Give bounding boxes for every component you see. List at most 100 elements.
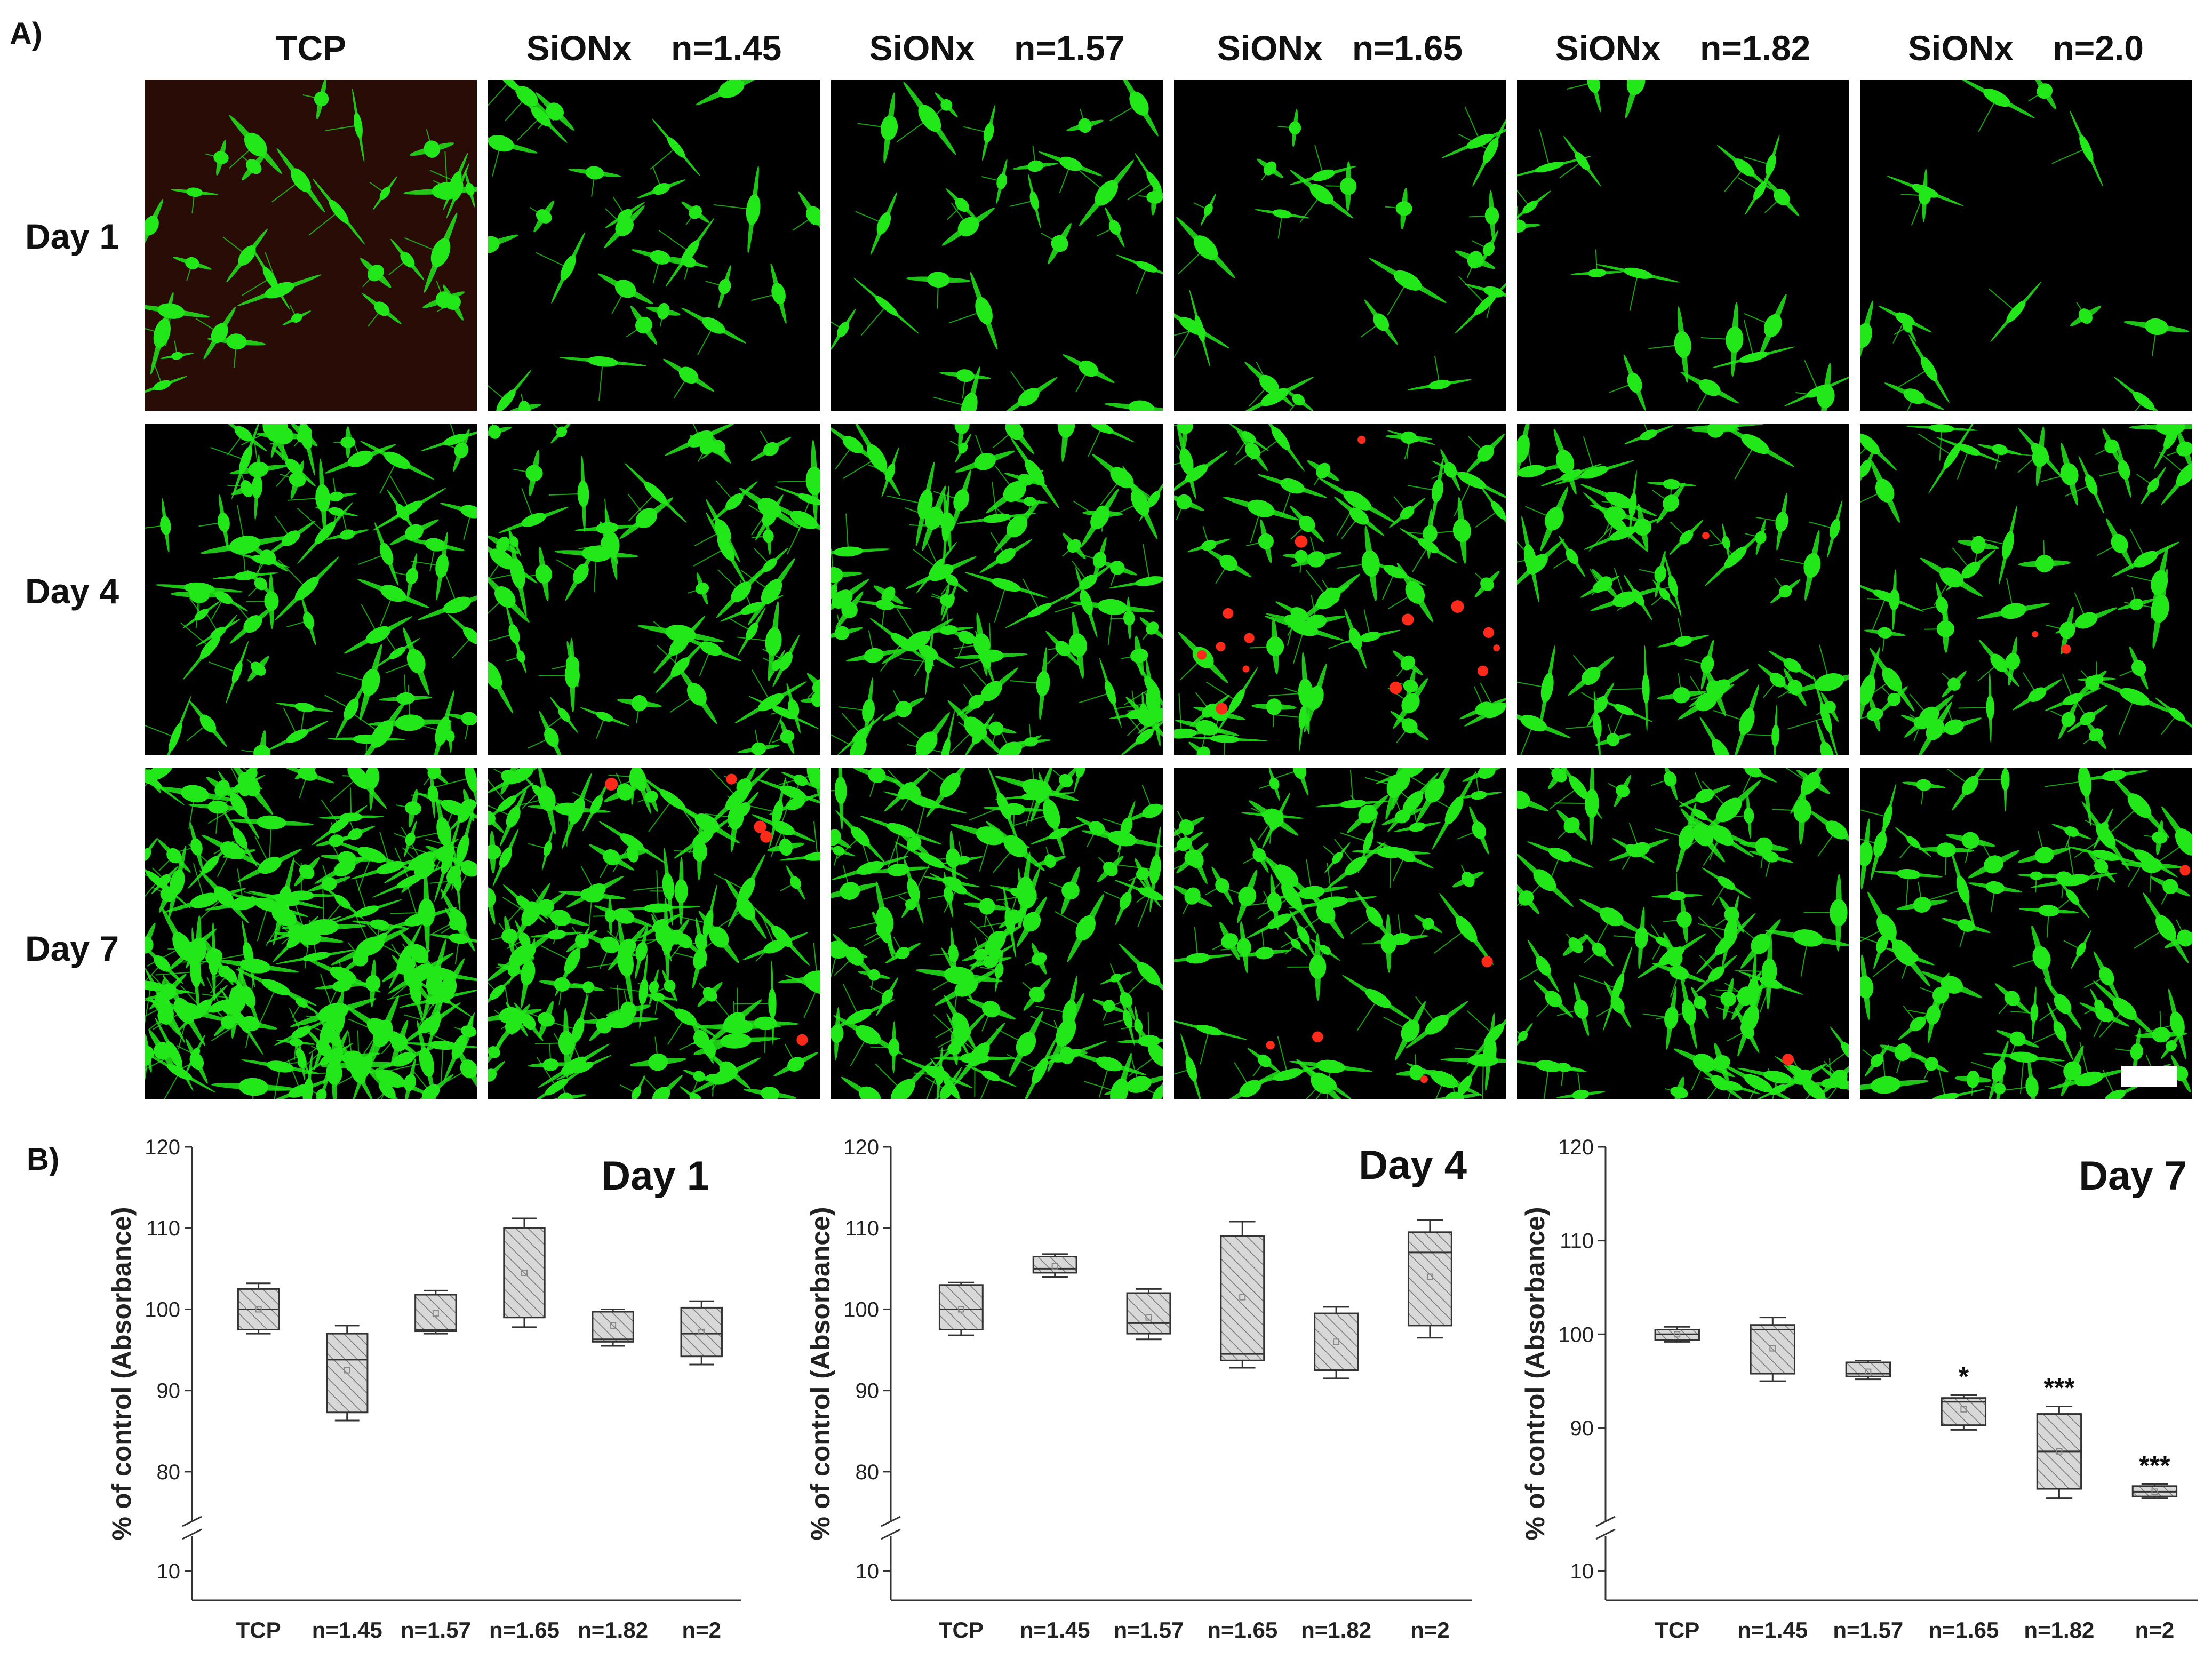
x-tick-label: n=1.57 — [401, 1617, 471, 1642]
column-header-n165: SiONx n=1.65 — [1174, 28, 1506, 70]
column-header-n20: SiONx n=2.0 — [1860, 28, 2192, 70]
row-header-day4: Day 4 — [11, 571, 133, 611]
significance-annotation: * — [1959, 1361, 1969, 1391]
chart-day7: 10 90 100 110 120 % of control (Absorbance) Da… — [1494, 1131, 2208, 1664]
micrograph-cells — [1517, 424, 1849, 755]
micrograph-2-3 — [831, 424, 1163, 755]
box-n=1.45 — [1033, 1254, 1076, 1277]
chart-day7-svg: 10 90 100 110 120 % of control (Absorbance) Da… — [1494, 1131, 2208, 1664]
micrograph-cells — [1860, 80, 2192, 411]
chart-title: Day 7 — [2079, 1153, 2187, 1199]
iqr-box — [1315, 1313, 1358, 1370]
x-tick-label: n=2 — [2135, 1617, 2175, 1642]
box-n=2 — [1408, 1220, 1451, 1338]
micrograph-2-2 — [488, 424, 820, 755]
iqr-box — [504, 1228, 545, 1317]
micrograph-1-4 — [1174, 80, 1506, 411]
box-TCP — [238, 1283, 278, 1334]
micrograph-3-2 — [488, 768, 820, 1099]
scale-bar — [2121, 1066, 2177, 1087]
x-tick-label: n=1.45 — [1737, 1617, 1808, 1642]
box-n=1.82 — [1315, 1307, 1358, 1378]
box-n=1.57 — [1846, 1360, 1890, 1379]
box-n=1.45 — [327, 1326, 368, 1421]
iqr-box — [416, 1295, 456, 1331]
row-header-day7: Day 7 — [11, 928, 133, 969]
box-n=1.82 — [593, 1309, 633, 1346]
y-tick-label: 10 — [856, 1560, 880, 1583]
column-header-tcp: TCP — [145, 28, 477, 70]
chart-title: Day 1 — [601, 1153, 709, 1199]
micrograph-2-1 — [145, 424, 477, 755]
iqr-box — [1751, 1325, 1794, 1374]
y-tick-label: 110 — [1560, 1230, 1594, 1253]
y-tick-label: 120 — [145, 1136, 180, 1159]
box-n=2: *** — [2133, 1450, 2176, 1498]
x-tick-label: TCP — [236, 1617, 281, 1642]
iqr-box — [1127, 1293, 1170, 1334]
box-n=1.65 — [504, 1218, 545, 1327]
y-tick-label: 80 — [157, 1461, 181, 1484]
x-tick-label: n=1.45 — [1020, 1617, 1090, 1642]
x-tick-label: n=1.82 — [2024, 1617, 2094, 1642]
panel-b-label: B) — [27, 1142, 59, 1177]
significance-annotation: *** — [2139, 1450, 2170, 1480]
micrograph-cells — [145, 80, 477, 411]
y-tick-label: 90 — [856, 1379, 880, 1403]
iqr-box — [593, 1312, 633, 1342]
x-tick-label: n=1.65 — [489, 1617, 560, 1642]
panel-a-label: A) — [10, 16, 42, 52]
y-tick-label: 100 — [843, 1298, 879, 1321]
y-tick-label: 110 — [845, 1217, 879, 1240]
y-tick-label: 10 — [1570, 1560, 1594, 1583]
iqr-box — [681, 1307, 722, 1356]
x-tick-label: n=2 — [682, 1617, 721, 1642]
x-tick-label: n=1.57 — [1833, 1617, 1903, 1642]
iqr-box — [939, 1285, 983, 1330]
x-tick-label: n=1.82 — [1301, 1617, 1371, 1642]
micrograph-cells — [1174, 424, 1506, 755]
x-tick-label: TCP — [1655, 1617, 1699, 1642]
y-axis-label: % of control (Absorbance) — [107, 1207, 137, 1540]
micrograph-cells — [145, 768, 477, 1099]
row-header-day1: Day 1 — [11, 216, 133, 257]
significance-annotation: *** — [2043, 1373, 2075, 1403]
micrograph-cells — [1517, 768, 1849, 1099]
column-header-n145: SiONx n=1.45 — [488, 28, 820, 70]
micrograph-2-4 — [1174, 424, 1506, 755]
x-tick-label: n=1.65 — [1207, 1617, 1277, 1642]
box-n=1.65: * — [1942, 1361, 1985, 1430]
box-n=1.57 — [416, 1290, 456, 1334]
micrograph-cells — [488, 768, 820, 1099]
box-n=1.65 — [1221, 1222, 1264, 1368]
micrograph-cells — [488, 424, 820, 755]
micrograph-2-5 — [1517, 424, 1849, 755]
y-tick-label: 100 — [1558, 1323, 1594, 1346]
micrograph-1-3 — [831, 80, 1163, 411]
micrograph-cells — [831, 424, 1163, 755]
iqr-box — [1033, 1257, 1076, 1273]
y-tick-label: 120 — [1558, 1136, 1594, 1159]
x-tick-label: n=2 — [1410, 1617, 1450, 1642]
chart-title: Day 4 — [1359, 1143, 1467, 1188]
micrograph-3-5 — [1517, 768, 1849, 1099]
y-tick-label: 100 — [145, 1298, 180, 1321]
box-n=1.82: *** — [2037, 1373, 2081, 1498]
box-n=1.45 — [1751, 1318, 1794, 1381]
x-tick-label: n=1.65 — [1928, 1617, 1999, 1642]
micrograph-1-6 — [1860, 80, 2192, 411]
y-tick-label: 90 — [157, 1379, 181, 1403]
column-header-n157: SiONx n=1.57 — [831, 28, 1163, 70]
box-TCP — [939, 1282, 983, 1335]
y-axis-label: % of control (Absorbance) — [1520, 1207, 1550, 1540]
micrograph-cells — [145, 424, 477, 755]
micrograph-3-1 — [145, 768, 477, 1099]
y-tick-label: 90 — [1570, 1417, 1594, 1440]
y-axis-label: % of control (Absorbance) — [805, 1207, 835, 1540]
iqr-box — [1221, 1236, 1264, 1360]
micrograph-2-6 — [1860, 424, 2192, 755]
iqr-box — [1408, 1232, 1451, 1326]
